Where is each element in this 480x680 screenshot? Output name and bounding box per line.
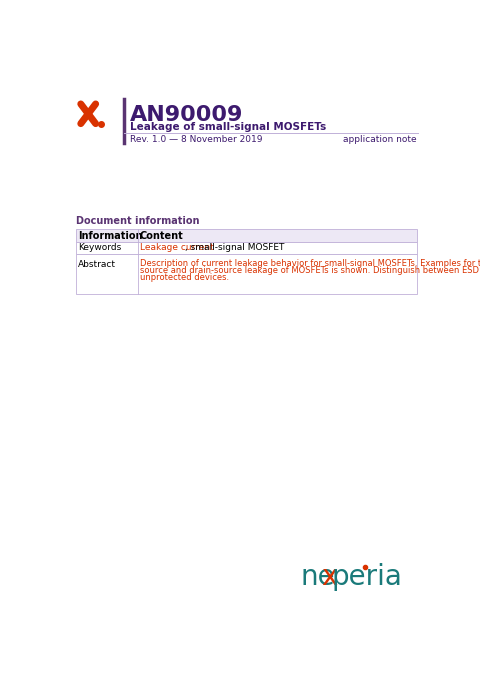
Text: Abstract: Abstract bbox=[78, 260, 116, 269]
Text: Leakage current: Leakage current bbox=[140, 243, 214, 252]
Text: Content: Content bbox=[140, 231, 183, 241]
Text: ne: ne bbox=[300, 564, 335, 592]
Bar bbox=[75, 242, 417, 254]
Text: x: x bbox=[321, 564, 337, 592]
Text: application note: application note bbox=[343, 135, 417, 144]
Bar bbox=[75, 229, 417, 242]
Text: Rev. 1.0 — 8 November 2019: Rev. 1.0 — 8 November 2019 bbox=[130, 135, 262, 144]
Text: source and drain-source leakage of MOSFETs is shown. Distinguish between ESD pro: source and drain-source leakage of MOSFE… bbox=[140, 266, 480, 275]
Text: unprotected devices.: unprotected devices. bbox=[140, 273, 229, 282]
Text: Document information: Document information bbox=[75, 216, 199, 226]
Text: Description of current leakage behavior for small-signal MOSFETs. Examples for t: Description of current leakage behavior … bbox=[140, 258, 480, 268]
Text: , small-signal MOSFET: , small-signal MOSFET bbox=[185, 243, 284, 252]
Text: AN90009: AN90009 bbox=[130, 105, 243, 124]
Text: Keywords: Keywords bbox=[78, 243, 121, 252]
Text: peria: peria bbox=[331, 564, 402, 592]
Text: Leakage of small-signal MOSFETs: Leakage of small-signal MOSFETs bbox=[130, 122, 326, 132]
Bar bbox=[75, 254, 417, 294]
Text: Information: Information bbox=[78, 231, 143, 241]
